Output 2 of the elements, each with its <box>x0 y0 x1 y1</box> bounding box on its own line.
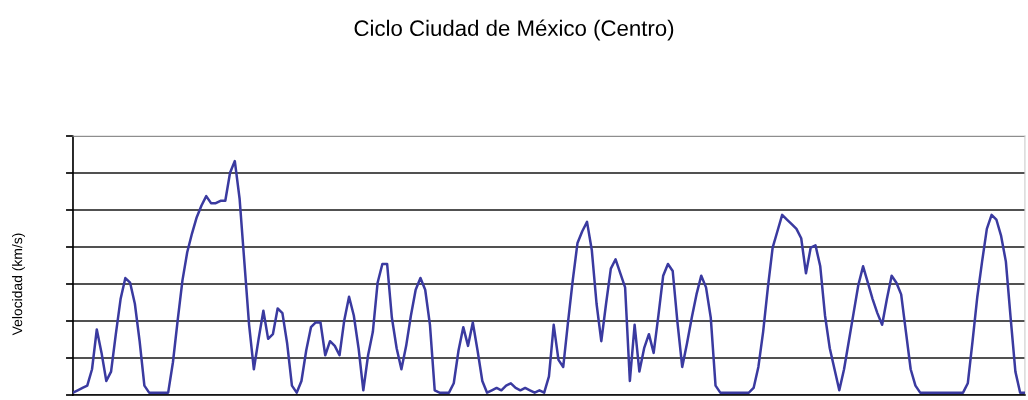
chart-title: Ciclo Ciudad de México (Centro) <box>354 19 674 41</box>
y-axis-title: Velocidad (km/s) <box>12 233 25 336</box>
